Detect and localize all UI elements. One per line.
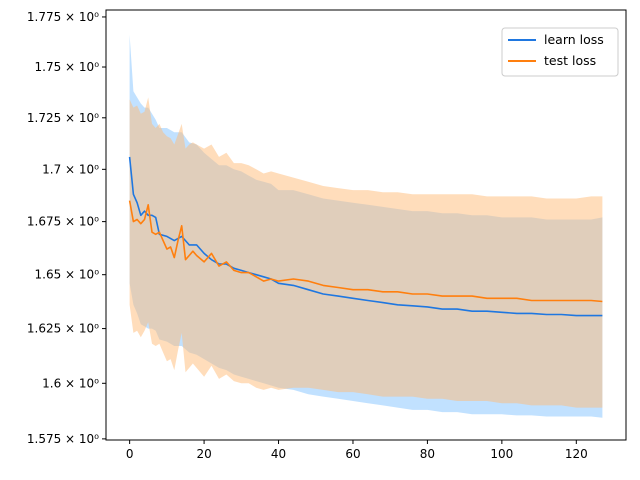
x-tick-label: 40 — [271, 447, 286, 461]
y-tick-label: 1.575 × 10⁰ — [27, 432, 99, 446]
test-loss-band — [129, 97, 603, 408]
y-tick-label: 1.725 × 10⁰ — [27, 111, 99, 125]
x-tick-label: 20 — [196, 447, 211, 461]
confidence-bands — [129, 34, 603, 418]
legend: learn loss test loss — [501, 27, 619, 77]
y-tick-label: 1.65 × 10⁰ — [35, 268, 100, 282]
y-tick-label: 1.675 × 10⁰ — [27, 215, 99, 229]
test-loss-line — [128, 200, 603, 303]
x-tick-label: 120 — [565, 447, 588, 461]
plot-frame — [105, 9, 627, 441]
y-tick-label: 1.6 × 10⁰ — [42, 376, 99, 390]
y-tick-label: 1.775 × 10⁰ — [27, 10, 99, 24]
x-tick-label: 60 — [345, 447, 360, 461]
series-lines — [128, 156, 603, 317]
legend-label-learn-loss: learn loss — [544, 32, 604, 47]
y-tick-label: 1.75 × 10⁰ — [35, 60, 100, 74]
y-tick-label: 1.625 × 10⁰ — [27, 322, 99, 336]
y-axis: 1.575 × 10⁰ 1.6 × 10⁰ 1.625 × 10⁰ 1.65 × 10… — [27, 10, 106, 446]
x-axis: 0 20 40 60 80 100 120 — [126, 440, 588, 461]
x-tick-label: 0 — [126, 447, 134, 461]
x-tick-label: 100 — [490, 447, 513, 461]
x-tick-label: 80 — [420, 447, 435, 461]
y-tick-label: 1.7 × 10⁰ — [42, 162, 99, 176]
legend-label-test-loss: test loss — [544, 53, 596, 68]
